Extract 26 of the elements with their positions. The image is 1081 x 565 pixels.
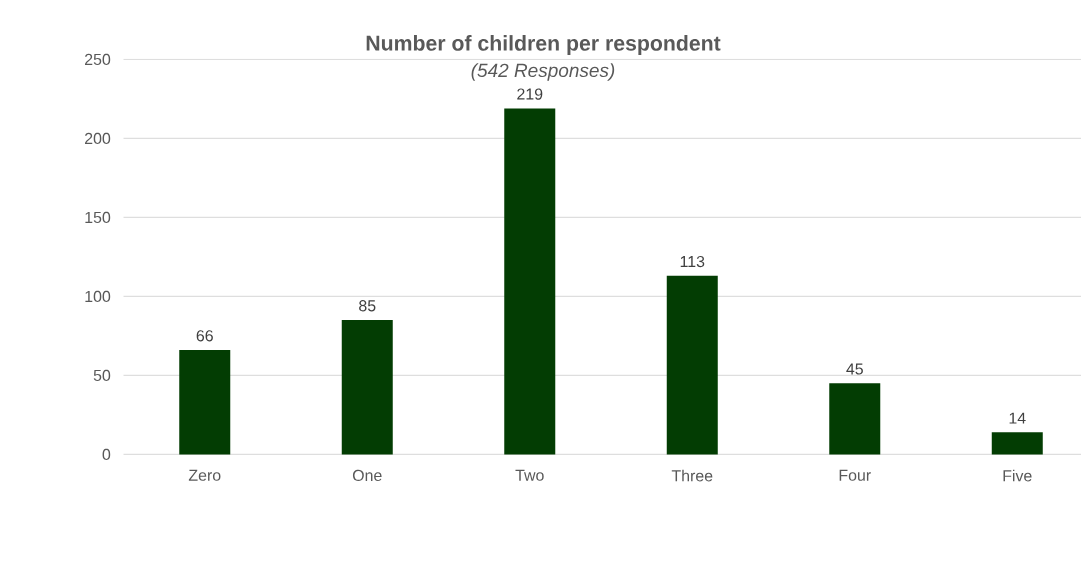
x-tick-label: Five	[1003, 469, 1032, 482]
y-tick-label: 0	[102, 448, 111, 461]
data-label: 45	[846, 363, 863, 375]
y-tick-label: 250	[85, 53, 111, 66]
bar	[341, 320, 393, 455]
y-tick-label: 50	[93, 369, 111, 382]
data-label: 85	[359, 300, 376, 312]
data-label: 113	[680, 255, 705, 268]
y-tick-label: 100	[85, 290, 111, 303]
y-tick-label: 150	[85, 211, 111, 224]
y-tick-label: 200	[85, 132, 111, 145]
bar	[991, 432, 1043, 455]
data-label: 219	[517, 88, 543, 100]
x-tick-label: Zero	[188, 469, 221, 481]
bar	[829, 383, 881, 455]
bar	[666, 275, 718, 455]
data-label: 14	[1009, 412, 1026, 424]
x-tick-label: One	[352, 469, 382, 482]
bar	[504, 108, 556, 455]
x-tick-label: Four	[839, 469, 871, 481]
bar	[179, 350, 231, 455]
x-tick-label: Two	[515, 469, 544, 481]
chart-subtitle: (542 Responses)	[471, 63, 615, 81]
data-label: 66	[196, 330, 213, 342]
chart-title: Number of children per respondent	[366, 35, 721, 55]
x-tick-label: Three	[671, 469, 713, 482]
